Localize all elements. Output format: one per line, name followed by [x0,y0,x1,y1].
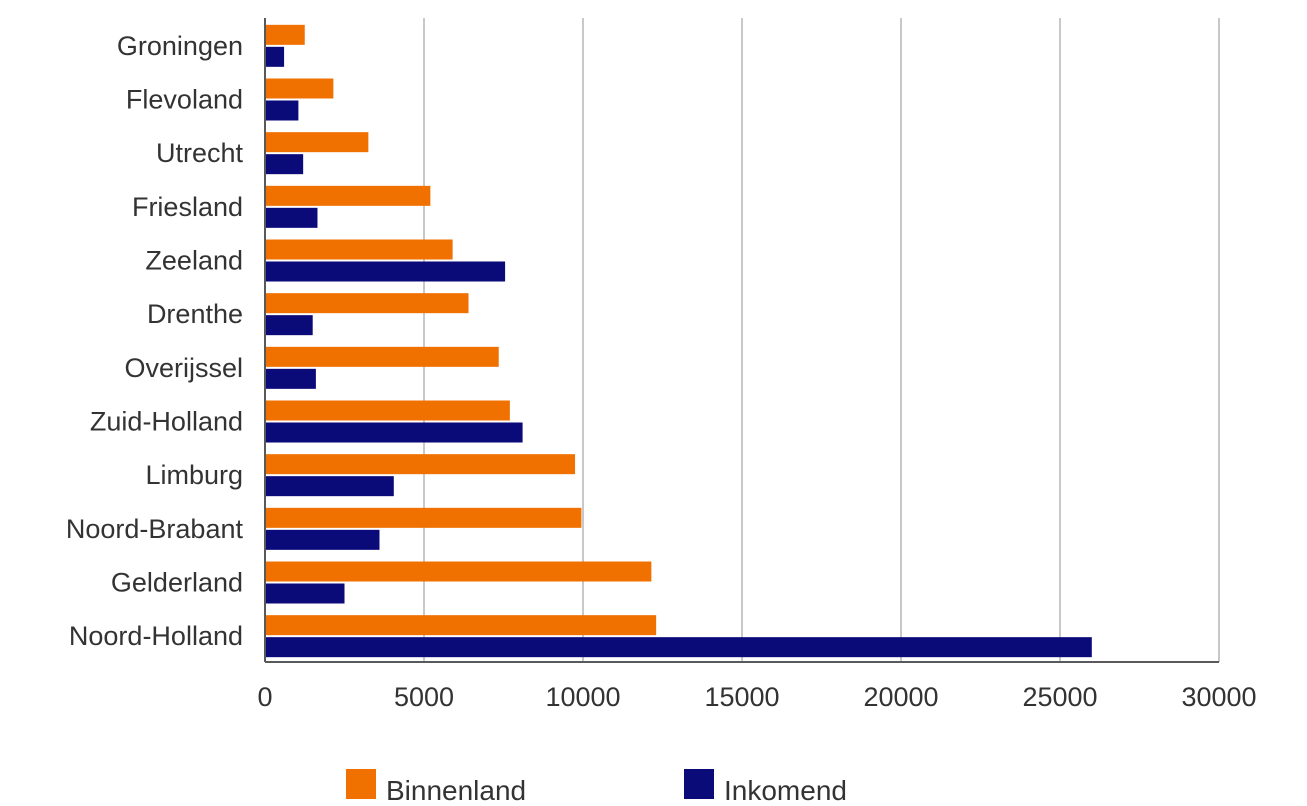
x-tick-label-25000: 25000 [1022,682,1097,712]
category-label-utrecht: Utrecht [156,138,244,168]
x-tick-label-10000: 10000 [545,682,620,712]
axes [264,18,1219,663]
legend-swatch-inkomend [684,769,714,799]
category-label-drenthe: Drenthe [147,299,243,329]
legend: Binnenland Inkomend [346,769,847,806]
category-label-noord-holland: Noord-Holland [69,621,243,651]
bar-inkomend-limburg [265,476,394,497]
bar-inkomend-drenthe [265,315,313,336]
bar-binnenland-limburg [265,454,576,475]
category-label-limburg: Limburg [145,460,243,490]
bar-binnenland-noord-brabant [265,507,582,528]
bar-binnenland-groningen [265,24,305,45]
bar-binnenland-zuid-holland [265,400,510,421]
bar-inkomend-friesland [265,207,318,228]
bar-binnenland-utrecht [265,132,369,153]
gridlines [423,18,1220,662]
bar-inkomend-groningen [265,46,285,67]
category-label-gelderland: Gelderland [111,568,243,598]
x-tick-label-20000: 20000 [863,682,938,712]
bar-inkomend-noord-brabant [265,529,380,550]
x-tick-label-15000: 15000 [704,682,779,712]
bar-inkomend-zeeland [265,261,506,282]
category-label-groningen: Groningen [117,31,243,61]
category-label-flevoland: Flevoland [126,85,243,115]
legend-swatch-binnenland [346,769,376,799]
category-labels: Groningen Flevoland Utrecht Friesland Zeelan… [66,31,244,651]
bar-inkomend-utrecht [265,154,304,175]
category-label-zuid-holland: Zuid-Holland [90,407,243,437]
bar-binnenland-gelderland [265,561,652,582]
bars [265,24,1092,658]
bar-binnenland-overijssel [265,346,499,367]
category-label-zeeland: Zeeland [145,246,243,276]
category-label-friesland: Friesland [132,192,243,222]
x-tick-label-30000: 30000 [1181,682,1256,712]
bar-inkomend-noord-holland [265,637,1092,658]
bar-inkomend-gelderland [265,583,345,604]
category-label-overijssel: Overijssel [124,353,243,383]
category-label-noord-brabant: Noord-Brabant [66,514,244,544]
bar-inkomend-overijssel [265,368,316,389]
x-tick-labels: 0 5000 10000 15000 20000 25000 30000 [257,682,1256,712]
x-tick-label-5000: 5000 [394,682,454,712]
legend-label-inkomend: Inkomend [724,775,847,806]
bar-inkomend-zuid-holland [265,422,523,443]
bar-binnenland-zeeland [265,239,453,260]
bar-binnenland-flevoland [265,78,334,99]
bar-binnenland-friesland [265,185,431,206]
legend-label-binnenland: Binnenland [386,775,526,806]
bar-binnenland-noord-holland [265,615,657,636]
x-tick-label-0: 0 [257,682,272,712]
bar-binnenland-drenthe [265,293,469,314]
bar-inkomend-flevoland [265,100,299,121]
